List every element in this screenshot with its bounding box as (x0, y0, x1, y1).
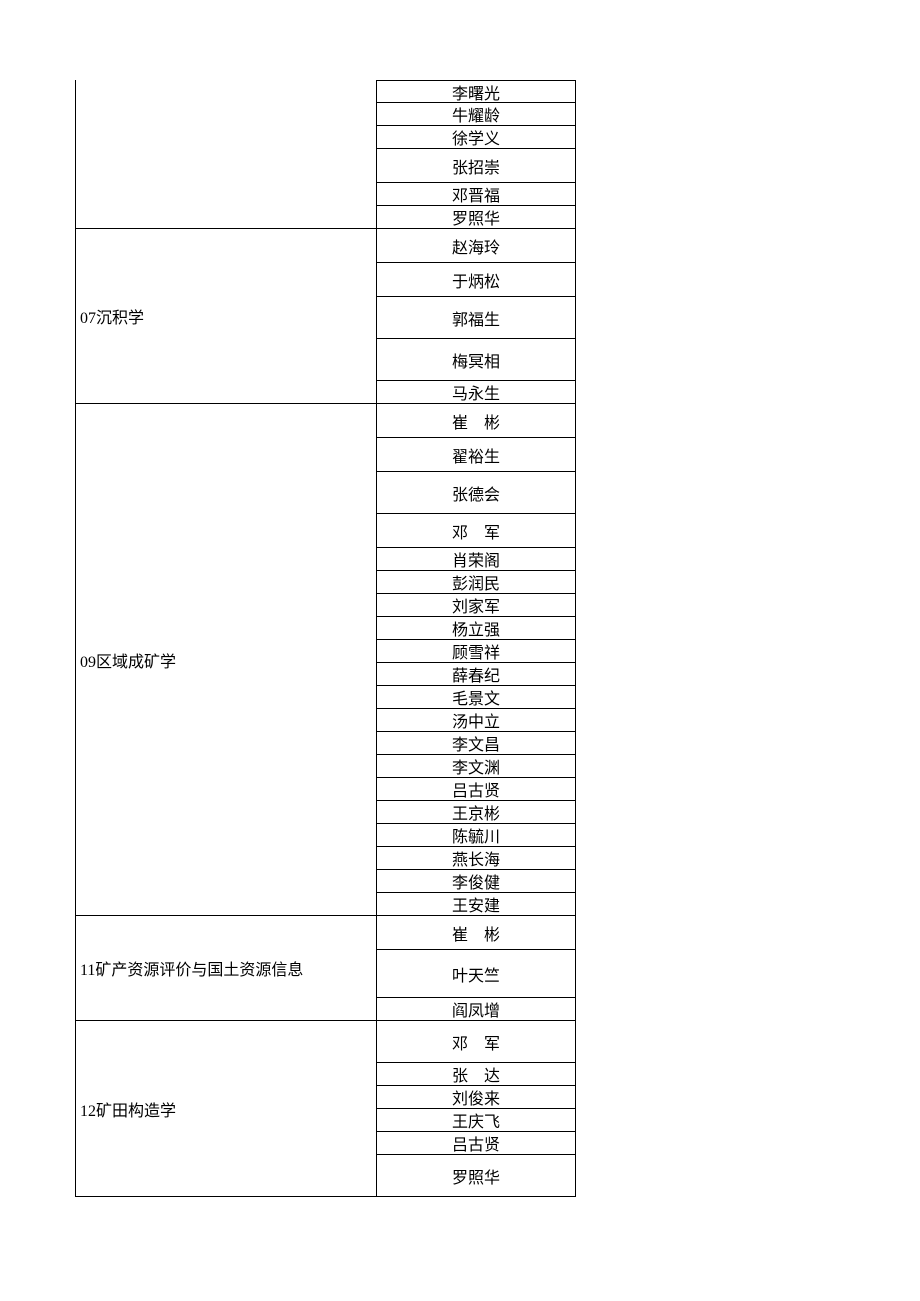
course-advisor-table: 李曙光牛耀龄徐学义张招崇邓晋福罗照华07沉积学赵海玲于炳松郭福生梅冥相马永生09… (75, 80, 845, 1197)
name-cell: 叶天竺 (376, 950, 576, 998)
name-cell: 吕古贤 (376, 778, 576, 801)
section-names: 邓 军张 达刘俊来王庆飞吕古贤罗照华 (376, 1021, 576, 1197)
name-cell: 罗照华 (376, 1155, 576, 1197)
section-names: 崔 彬叶天竺阎凤增 (376, 916, 576, 1021)
name-cell: 张德会 (376, 472, 576, 514)
name-cell: 崔 彬 (376, 404, 576, 438)
name-cell: 于炳松 (376, 263, 576, 297)
section-label: 07沉积学 (76, 229, 376, 404)
table-section: 11矿产资源评价与国土资源信息崔 彬叶天竺阎凤增 (75, 916, 845, 1021)
name-cell: 李曙光 (376, 80, 576, 103)
name-cell: 刘俊来 (376, 1086, 576, 1109)
name-cell: 李文渊 (376, 755, 576, 778)
name-cell: 顾雪祥 (376, 640, 576, 663)
section-label: 12矿田构造学 (76, 1021, 376, 1197)
name-cell: 邓 军 (376, 514, 576, 548)
name-cell: 邓晋福 (376, 183, 576, 206)
name-cell: 徐学义 (376, 126, 576, 149)
name-cell: 吕古贤 (376, 1132, 576, 1155)
name-cell: 张招崇 (376, 149, 576, 183)
name-cell: 燕长海 (376, 847, 576, 870)
name-cell: 崔 彬 (376, 916, 576, 950)
section-label: 09区域成矿学 (76, 404, 376, 916)
name-cell: 王庆飞 (376, 1109, 576, 1132)
name-cell: 李俊健 (376, 870, 576, 893)
name-cell: 阎凤增 (376, 998, 576, 1021)
table-section: 12矿田构造学邓 军张 达刘俊来王庆飞吕古贤罗照华 (75, 1021, 845, 1197)
name-cell: 刘家军 (376, 594, 576, 617)
section-names: 崔 彬翟裕生张德会邓 军肖荣阁彭润民刘家军杨立强顾雪祥薛春纪毛景文汤中立李文昌李… (376, 404, 576, 916)
name-cell: 李文昌 (376, 732, 576, 755)
section-label (76, 80, 376, 229)
name-cell: 王安建 (376, 893, 576, 916)
section-names: 赵海玲于炳松郭福生梅冥相马永生 (376, 229, 576, 404)
table-section: 李曙光牛耀龄徐学义张招崇邓晋福罗照华 (75, 80, 845, 229)
table-section: 09区域成矿学崔 彬翟裕生张德会邓 军肖荣阁彭润民刘家军杨立强顾雪祥薛春纪毛景文… (75, 404, 845, 916)
name-cell: 汤中立 (376, 709, 576, 732)
name-cell: 毛景文 (376, 686, 576, 709)
name-cell: 马永生 (376, 381, 576, 404)
name-cell: 彭润民 (376, 571, 576, 594)
name-cell: 薛春纪 (376, 663, 576, 686)
name-cell: 陈毓川 (376, 824, 576, 847)
table-section: 07沉积学赵海玲于炳松郭福生梅冥相马永生 (75, 229, 845, 404)
section-names: 李曙光牛耀龄徐学义张招崇邓晋福罗照华 (376, 80, 576, 229)
name-cell: 翟裕生 (376, 438, 576, 472)
section-label: 11矿产资源评价与国土资源信息 (76, 916, 376, 1021)
name-cell: 梅冥相 (376, 339, 576, 381)
name-cell: 赵海玲 (376, 229, 576, 263)
name-cell: 王京彬 (376, 801, 576, 824)
name-cell: 牛耀龄 (376, 103, 576, 126)
name-cell: 杨立强 (376, 617, 576, 640)
name-cell: 张 达 (376, 1063, 576, 1086)
name-cell: 肖荣阁 (376, 548, 576, 571)
name-cell: 邓 军 (376, 1021, 576, 1063)
name-cell: 罗照华 (376, 206, 576, 229)
name-cell: 郭福生 (376, 297, 576, 339)
